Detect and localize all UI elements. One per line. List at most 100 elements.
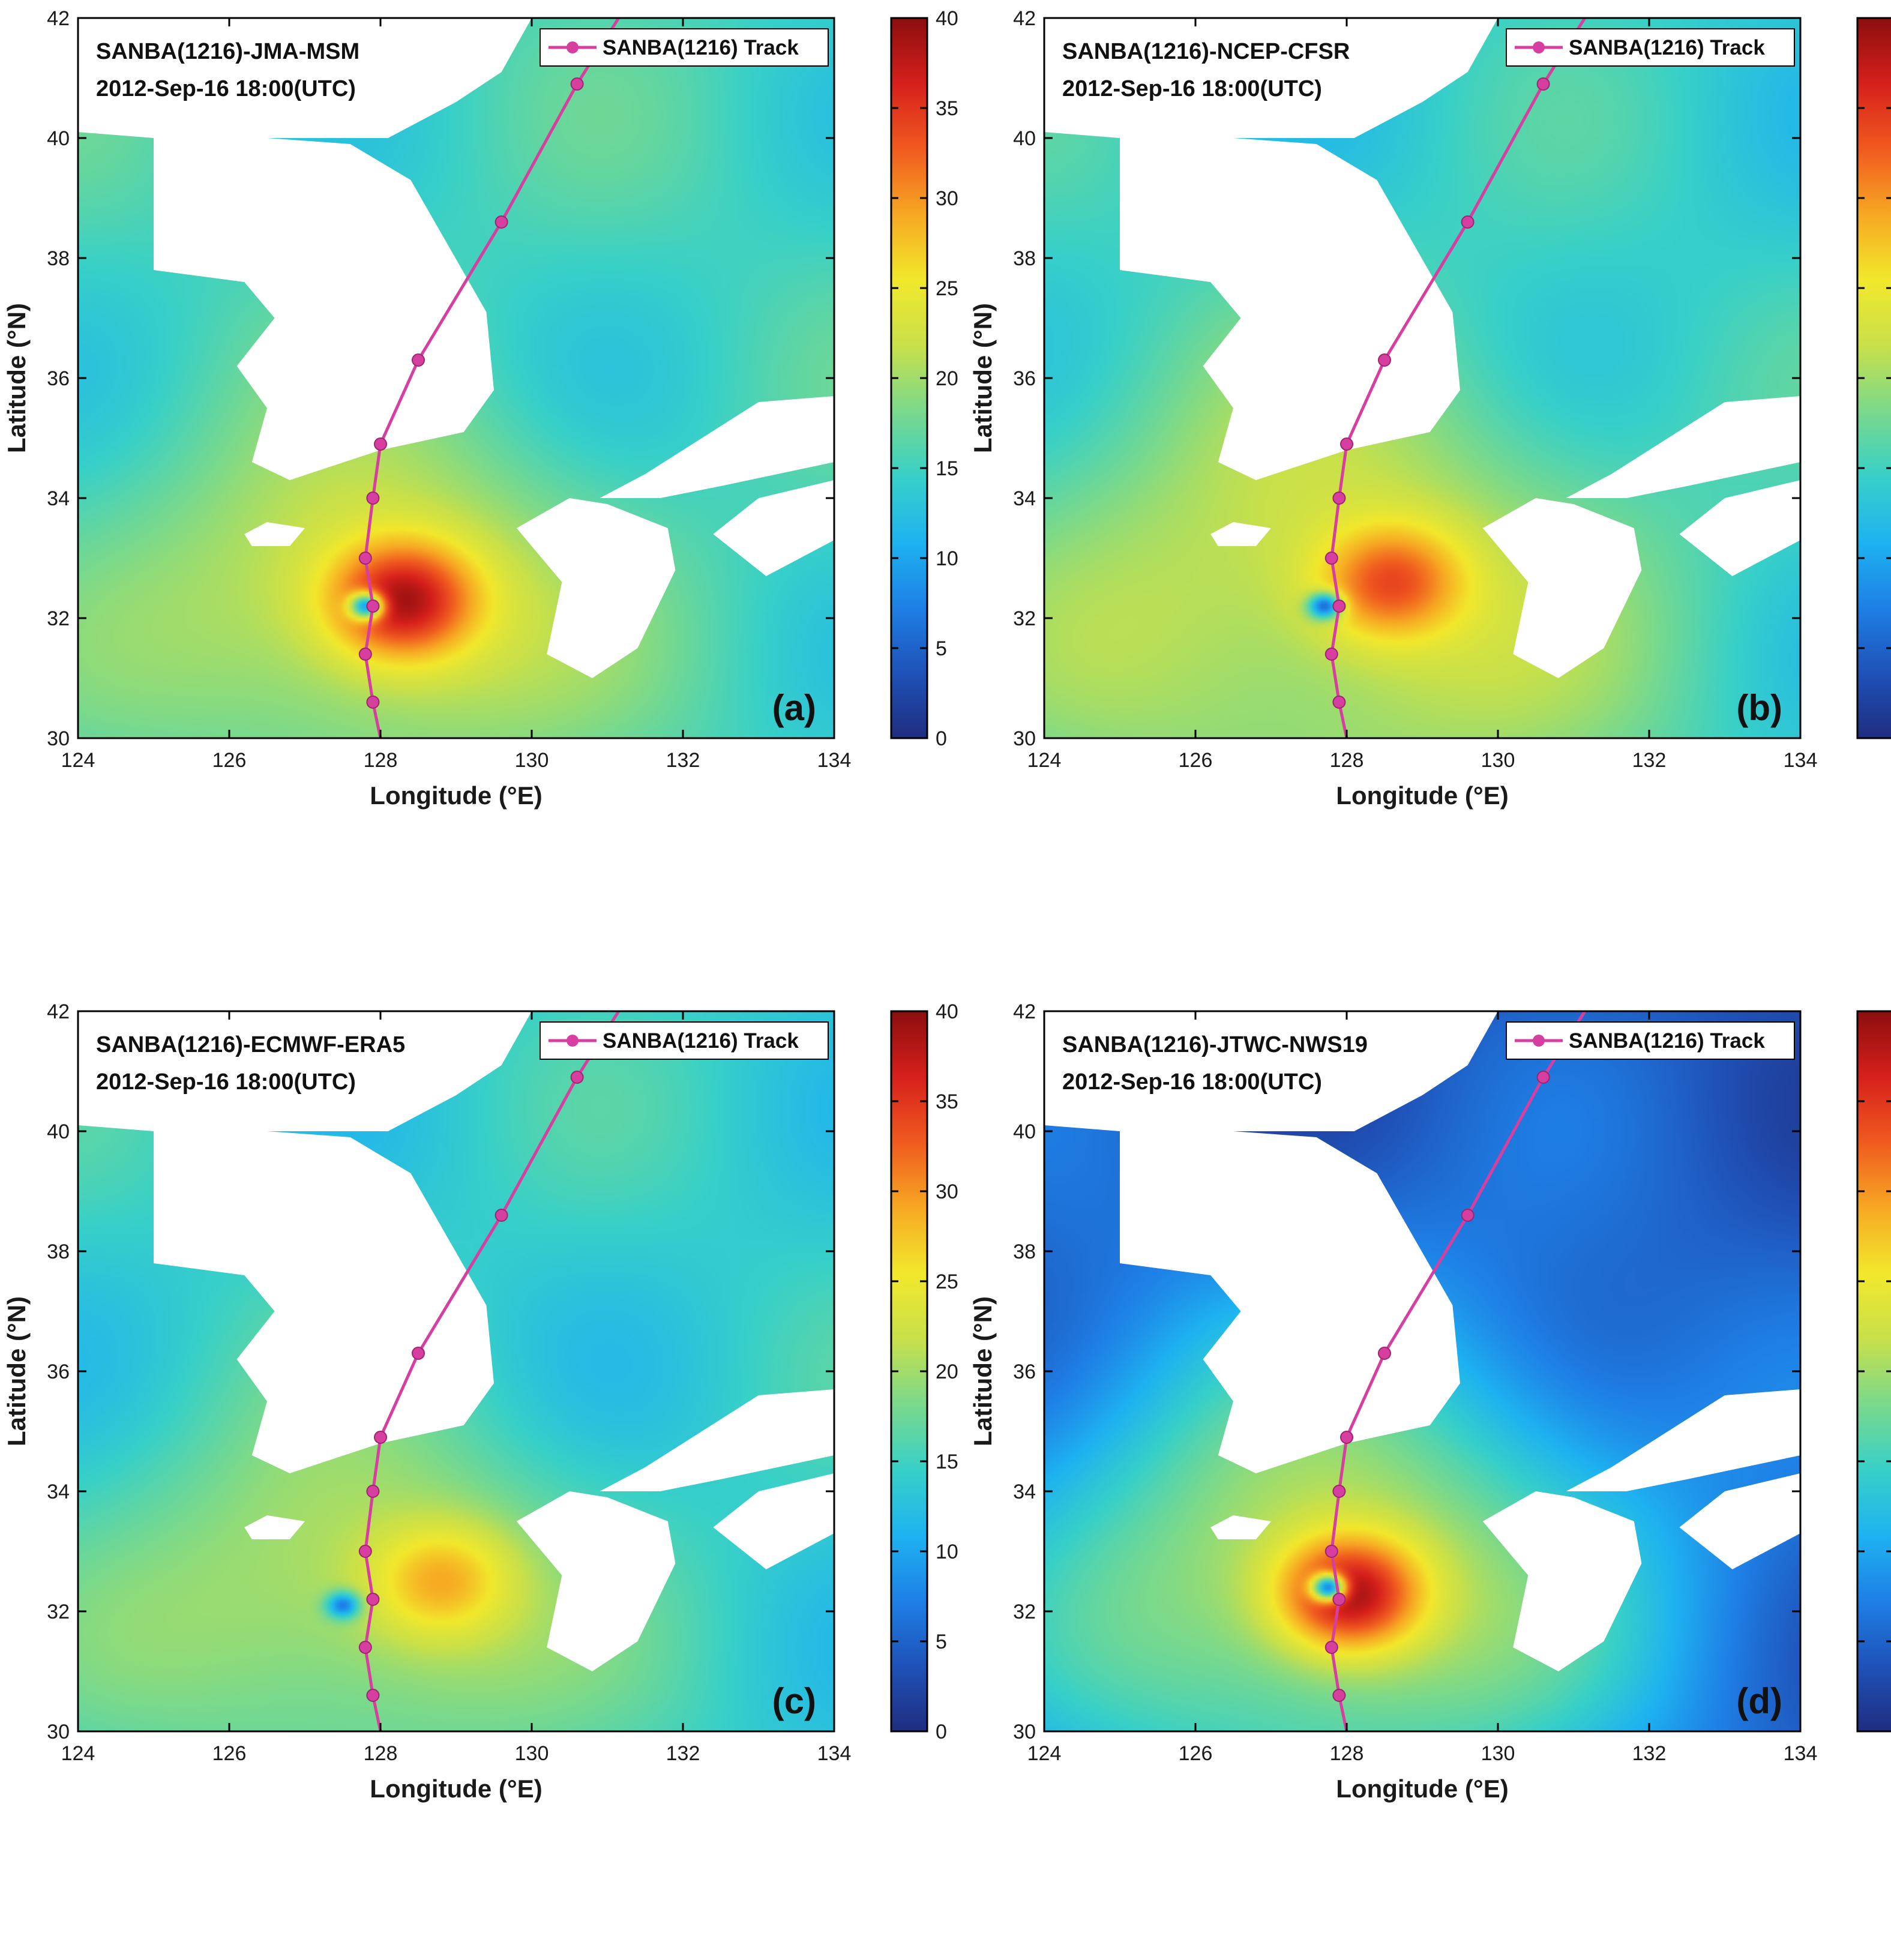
x-tick-label: 124 — [61, 749, 95, 772]
land-honshu — [1566, 1389, 1800, 1491]
land-northeast — [1044, 1011, 1498, 1131]
legend-marker — [567, 1035, 579, 1047]
track-point — [1378, 1347, 1391, 1360]
y-tick-label: 30 — [1013, 727, 1036, 750]
x-tick-label: 130 — [1481, 749, 1515, 772]
y-tick-label: 30 — [47, 1721, 70, 1743]
colorbar-tick-label: 30 — [936, 1180, 958, 1203]
x-axis-label: Longitude (°E) — [370, 1775, 542, 1803]
track-point — [570, 77, 584, 91]
y-tick-label: 32 — [47, 607, 70, 630]
x-tick-label: 128 — [1330, 749, 1364, 772]
x-tick-label: 128 — [1330, 1742, 1364, 1765]
track-point — [358, 1641, 372, 1654]
track-point — [358, 552, 372, 565]
colorbar-tick-label: 0 — [936, 1721, 947, 1743]
track-point — [1332, 492, 1346, 505]
x-tick-label: 130 — [515, 749, 549, 772]
plot-area — [78, 18, 834, 738]
x-tick-label: 134 — [1784, 749, 1818, 772]
x-tick-label: 128 — [364, 749, 398, 772]
colorbar-tick-label: 10 — [936, 547, 958, 570]
panel-tag: (b) — [1736, 688, 1782, 728]
land-northeast — [78, 18, 532, 138]
track-point — [366, 1485, 380, 1498]
y-tick-label: 36 — [1013, 1360, 1036, 1383]
colorbar-tick-label: 20 — [936, 1360, 958, 1383]
plot-area — [1044, 18, 1800, 738]
x-tick-label: 132 — [666, 1742, 700, 1765]
land-shikoku — [713, 1473, 834, 1569]
x-tick-label: 134 — [817, 1742, 852, 1765]
track-point — [1332, 600, 1346, 613]
x-tick-label: 130 — [1481, 1742, 1515, 1765]
panel-title-line: 2012-Sep-16 18:00(UTC) — [1062, 76, 1322, 101]
x-tick-label: 132 — [1632, 749, 1667, 772]
legend-label: SANBA(1216) Track — [1569, 36, 1765, 59]
land-shikoku — [1679, 480, 1800, 576]
colorbar-tick-label: 35 — [936, 1090, 958, 1113]
panel-tag: (c) — [772, 1681, 816, 1721]
plot-area — [1044, 1011, 1800, 1731]
land-kyushu — [1482, 1491, 1642, 1671]
track-point — [1340, 1431, 1353, 1444]
track-point — [358, 1545, 372, 1558]
y-axis-label: Latitude (°N) — [969, 303, 997, 453]
x-tick-label: 126 — [212, 749, 247, 772]
land-northeast — [78, 1011, 532, 1131]
y-tick-label: 32 — [1013, 1601, 1036, 1623]
land-korea — [1120, 1131, 1460, 1473]
colorbar-tick-label: 25 — [936, 1270, 958, 1293]
track-point — [495, 1209, 508, 1222]
panel-b: 124 126 128 130 132 134 30 32 34 36 38 40 42 Longitud… — [969, 7, 1891, 810]
y-tick-label: 36 — [1013, 367, 1036, 390]
track-point — [1340, 437, 1353, 451]
y-tick-label: 36 — [47, 1360, 70, 1383]
track-point — [366, 600, 380, 613]
colorbar-tick-label: 20 — [936, 367, 958, 390]
legend-label: SANBA(1216) Track — [1569, 1029, 1765, 1053]
y-tick-label: 34 — [1013, 1481, 1036, 1503]
y-tick-label: 32 — [1013, 607, 1036, 630]
y-tick-label: 34 — [47, 487, 70, 510]
colorbar-tick-label: 5 — [936, 637, 947, 660]
track-point — [1324, 552, 1338, 565]
x-tick-label: 132 — [1632, 1742, 1667, 1765]
land-jeju — [244, 522, 305, 546]
track-point — [1332, 696, 1346, 709]
x-tick-label: 130 — [515, 1742, 549, 1765]
land-kyushu — [516, 1491, 676, 1671]
track-point — [1378, 353, 1391, 367]
y-tick-label: 40 — [47, 127, 70, 150]
panel-title-line: 2012-Sep-16 18:00(UTC) — [96, 76, 356, 101]
legend: SANBA(1216) Track — [540, 28, 829, 67]
colorbar-tick-label: 0 — [936, 727, 947, 750]
x-tick-label: 126 — [1179, 749, 1213, 772]
x-tick-label: 124 — [1027, 749, 1062, 772]
y-tick-label: 32 — [47, 1601, 70, 1623]
track-point — [1332, 1689, 1346, 1702]
y-tick-label: 42 — [47, 1000, 70, 1023]
track-point — [374, 437, 387, 451]
y-tick-label: 40 — [47, 1120, 70, 1143]
legend-label: SANBA(1216) Track — [603, 1029, 799, 1053]
land-jeju — [1210, 1515, 1271, 1539]
land-jeju — [1210, 522, 1271, 546]
y-axis-label: Latitude (°N) — [2, 1296, 31, 1446]
legend-marker — [1533, 1035, 1545, 1047]
land-kyushu — [516, 498, 676, 678]
track-point — [495, 215, 508, 229]
y-tick-label: 38 — [47, 247, 70, 270]
x-axis-label: Longitude (°E) — [1336, 1775, 1508, 1803]
track-point — [1324, 1545, 1338, 1558]
track-point — [1461, 215, 1475, 229]
panel-title-line: 2012-Sep-16 18:00(UTC) — [96, 1069, 356, 1095]
y-tick-label: 38 — [1013, 247, 1036, 270]
panel-a: 124 126 128 130 132 134 30 32 34 36 38 40 42 Longitud… — [2, 7, 958, 810]
x-tick-label: 124 — [1027, 1742, 1062, 1765]
panel-title-line: SANBA(1216)-ECMWF-ERA5 — [96, 1032, 405, 1057]
track-point — [366, 1689, 380, 1702]
y-tick-label: 40 — [1013, 127, 1036, 150]
